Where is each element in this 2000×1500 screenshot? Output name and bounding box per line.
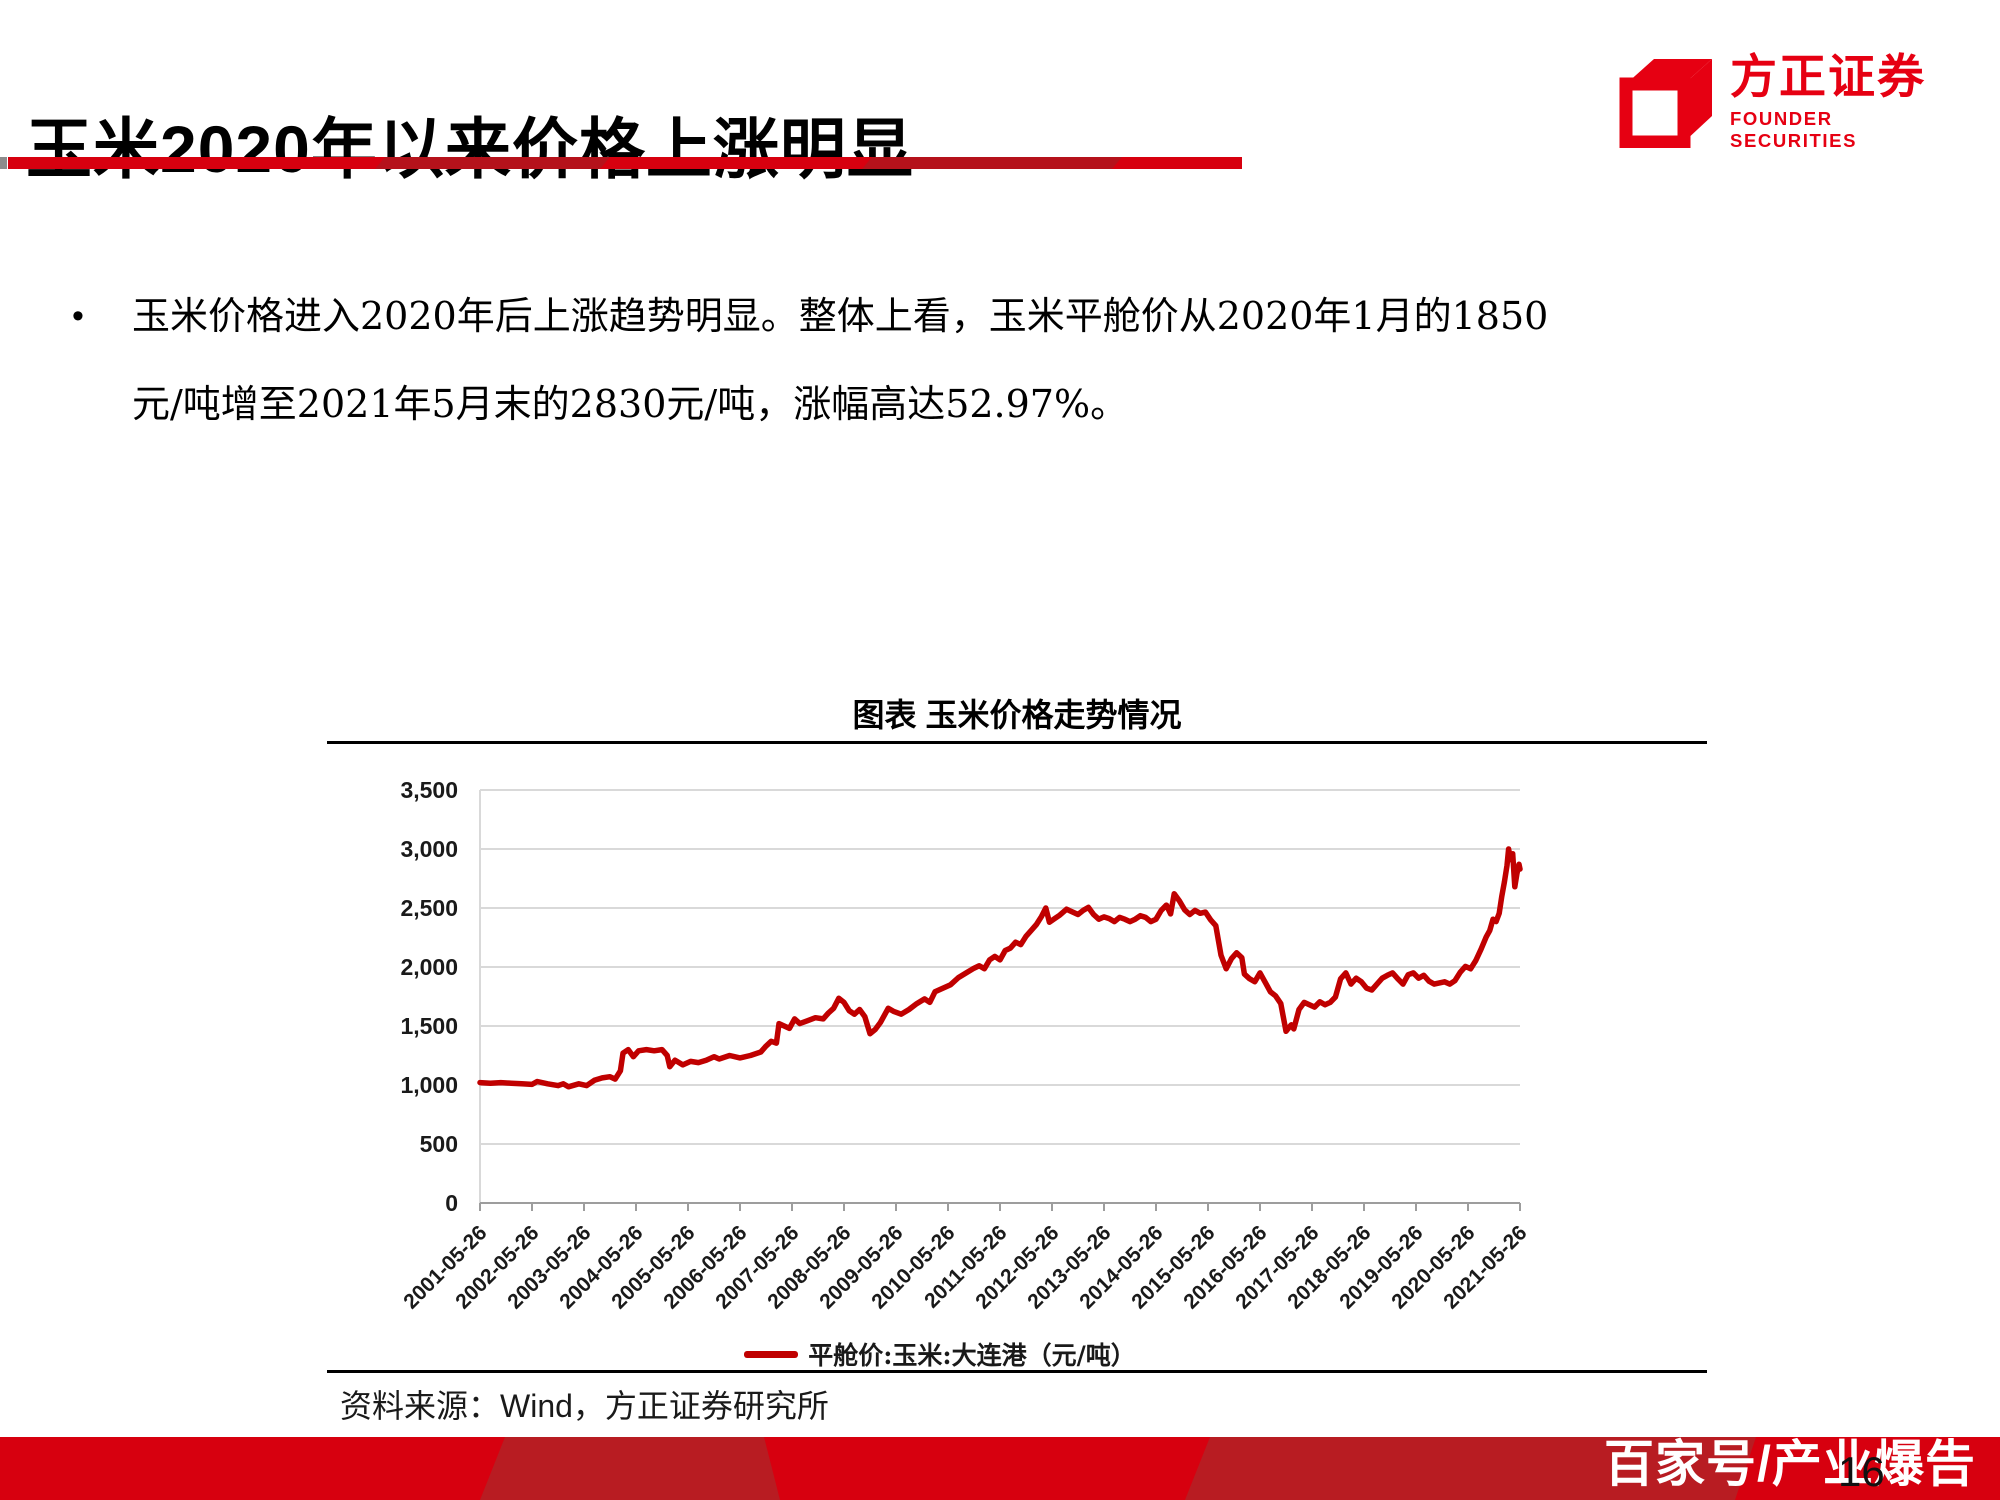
chart-top-rule xyxy=(327,741,1707,744)
chart-title: 图表 玉米价格走势情况 xyxy=(852,697,1182,733)
legend-line-swatch xyxy=(744,1350,799,1358)
founder-securities-logo: 方正证券 FOUNDER SECURITIES xyxy=(1618,48,1948,151)
legend-label: 平舱价:玉米:大连港（元/吨） xyxy=(808,1341,1136,1370)
y-axis-label: 0 xyxy=(445,1190,458,1216)
corn-price-line-chart: 05001,0001,5002,0002,5003,0003,5002001-0… xyxy=(399,777,1531,1310)
logo-name-en: FOUNDER SECURITIES xyxy=(1730,108,1858,151)
logo-name-cn: 方正证券 xyxy=(1730,50,1926,103)
data-source: 资料来源：Wind，方正证券研究所 xyxy=(340,1388,829,1424)
bullet-marker: • xyxy=(72,297,84,335)
y-axis-label: 500 xyxy=(420,1131,458,1157)
y-axis-label: 3,000 xyxy=(400,836,458,862)
page-number: 16 xyxy=(1838,1448,1885,1495)
founder-cube-icon xyxy=(1619,59,1712,148)
y-axis-label: 3,500 xyxy=(400,777,458,803)
bullet-line-2: 元/吨增至2021年5月末的2830元/吨，涨幅高达52.97%。 xyxy=(132,382,1129,426)
page-title: 玉米2020年以来价格上涨明显 xyxy=(26,112,914,187)
y-axis-label: 2,500 xyxy=(400,895,458,921)
footer-band xyxy=(0,1437,2000,1500)
y-axis-label: 2,000 xyxy=(400,954,458,980)
chart-legend: 平舱价:玉米:大连港（元/吨） xyxy=(640,1336,1240,1372)
y-axis-label: 1,500 xyxy=(400,1013,458,1039)
chart-bottom-rule xyxy=(327,1370,1707,1373)
y-axis-label: 1,000 xyxy=(400,1072,458,1098)
bullet-line-1: 玉米价格进入2020年后上涨趋势明显。整体上看，玉米平舱价从2020年1月的18… xyxy=(132,294,1549,338)
watermark: 百家号/产业爆告 xyxy=(1604,1436,1976,1492)
price-line-series xyxy=(477,846,1523,1090)
title-underline-bar xyxy=(0,157,1242,169)
bullet-paragraph: 玉米价格进入2020年后上涨趋势明显。整体上看，玉米平舱价从2020年1月的18… xyxy=(132,272,1572,448)
